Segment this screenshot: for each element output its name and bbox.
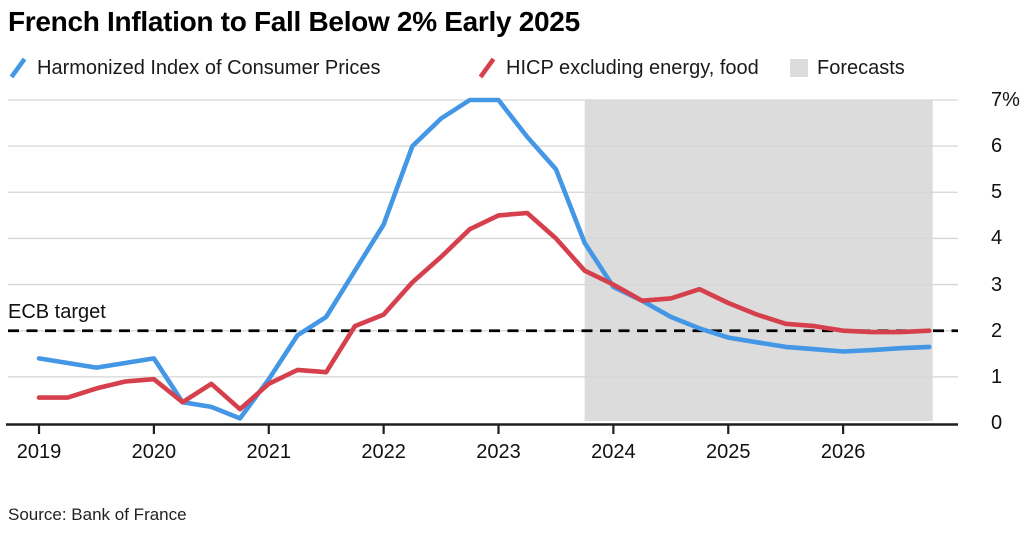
series-line-core-hicp [36,210,932,412]
x-tick-label-2021: 2021 [246,441,292,463]
legend-label-forecasts: Forecasts [817,56,905,79]
series-line-hicp [36,97,932,421]
legend-label-hicp: Harmonized Index of Consumer Prices [37,56,381,79]
source-note: Source: Bank of France [8,505,187,524]
x-tick-label-2024: 2024 [591,441,636,463]
chart-title: French Inflation to Fall Below 2% Early … [8,6,580,37]
x-tick-label-2026: 2026 [820,441,866,463]
legend-label-core-hicp: HICP excluding energy, food [506,56,759,79]
x-tick-label-2023: 2023 [476,441,521,463]
ecb-target-annotation: ECB target [8,301,106,323]
x-tick-label-2020: 2020 [131,441,177,463]
y-tick-label-3: 3 [991,273,1003,296]
y-tick-label-6: 6 [991,135,1003,158]
forecast-band [584,100,933,421]
y-tick-label-0: 0 [991,412,1003,434]
x-tick-label-2025: 2025 [706,441,751,463]
y-tick-label-4: 4 [991,227,1003,250]
blue-slash-icon [9,57,27,79]
red-slash-icon [478,57,496,79]
y-tick-label-2: 2 [991,319,1003,342]
y-tick-label-7: 7% [991,89,1020,111]
legend-item-hicp: Harmonized Index of Consumer Prices [8,54,380,82]
x-tick-label-2022: 2022 [361,441,406,463]
y-tick-label-1: 1 [991,365,1003,388]
forecast-swatch-icon [790,59,808,77]
y-tick-label-5: 5 [991,181,1003,204]
legend-item-forecasts: Forecasts [790,54,905,82]
x-tick-label-2019: 2019 [16,441,62,463]
legend-item-core-hicp: HICP excluding energy, food [477,54,759,82]
